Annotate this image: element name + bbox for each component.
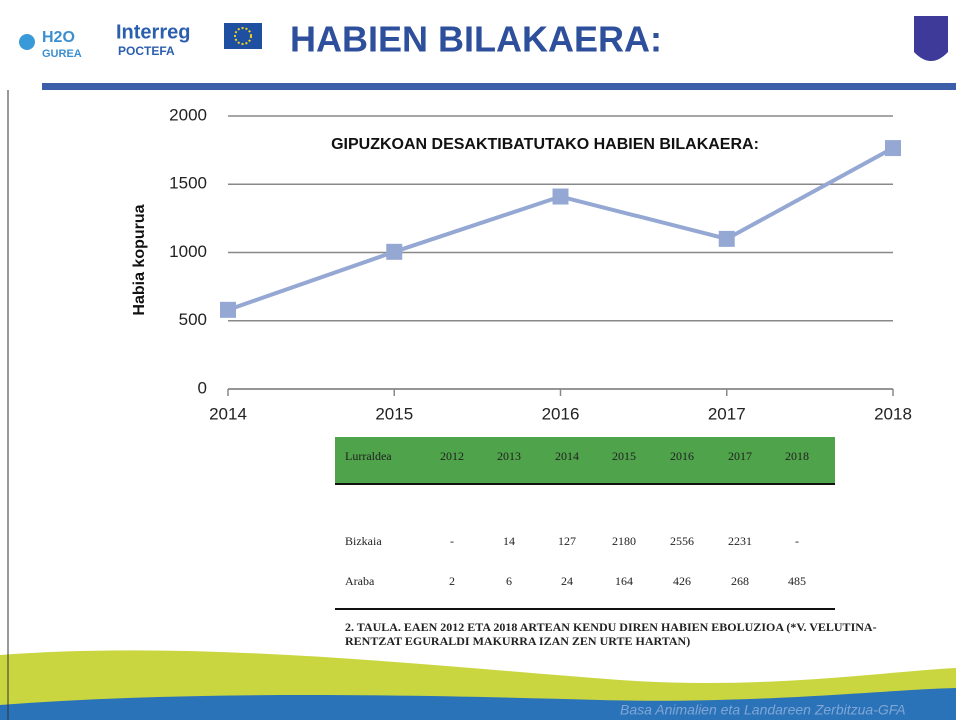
x-tick-label: 2015 [375, 404, 413, 423]
table-header-cell: 2012 [440, 449, 464, 463]
y-axis-label: Habia kopurua [131, 204, 148, 315]
logo-poctefa: POCTEFA [118, 44, 175, 58]
table-header-bg [335, 437, 835, 483]
x-tick-label: 2018 [874, 404, 912, 423]
table-cell: - [450, 534, 454, 548]
line-series [227, 146, 894, 312]
x-tick-label: 2017 [708, 404, 746, 423]
table-cell: Bizkaia [345, 534, 382, 548]
table-header-cell: 2016 [670, 449, 694, 463]
data-table: 2. TAULA. EAEN 2012 ETA 2018 ARTEAN KEND… [335, 437, 877, 648]
table-cell: 2180 [612, 534, 636, 548]
header-rule [42, 83, 956, 90]
table-caption: RENTZAT EGURALDI MAKURRA IZAN ZEN URTE H… [345, 634, 690, 648]
table-cell: 14 [503, 534, 515, 548]
table-header-cell: 2014 [555, 449, 579, 463]
slide-title: HABIEN BILAKAERA: [290, 19, 662, 60]
logo-gurea: GUREA [42, 48, 82, 60]
table-cell: 6 [506, 574, 512, 588]
logo-eu-flag [224, 23, 262, 49]
x-tick-label: 2016 [542, 404, 580, 423]
logo-h2o: H2O [42, 29, 75, 46]
footer-text: Basa Animalien eta Landareen Zerbitzua-G… [620, 702, 906, 718]
x-tick-label: 2014 [209, 404, 247, 423]
table-cell: 268 [731, 574, 749, 588]
footer-wave-blue [0, 688, 956, 720]
line-marker [386, 243, 403, 260]
table-cell: 426 [673, 574, 691, 588]
line-marker [552, 188, 569, 205]
table-cell: 164 [615, 574, 633, 588]
table-header-cell: 2018 [785, 449, 809, 463]
table-cell: 485 [788, 574, 806, 588]
logo-eu-stars [234, 27, 252, 45]
y-tick-label: 1000 [169, 242, 207, 261]
y-tick-label: 500 [179, 310, 207, 329]
table-header-cell: Lurraldea [345, 449, 392, 463]
y-tick-label: 1500 [169, 174, 207, 193]
table-header-cell: 2013 [497, 449, 521, 463]
logo-shield [914, 16, 948, 61]
y-tick-label: 0 [198, 378, 207, 397]
y-tick-label: 2000 [169, 105, 207, 124]
table-caption: 2. TAULA. EAEN 2012 ETA 2018 ARTEAN KEND… [345, 620, 877, 634]
table-cell: 2231 [728, 534, 752, 548]
table-cell: 2 [449, 574, 455, 588]
table-cell: 2556 [670, 534, 694, 548]
table-header-cell: 2015 [612, 449, 636, 463]
line-marker [220, 301, 236, 318]
table-cell: - [795, 534, 799, 548]
logo-interreg: Interreg [116, 21, 190, 43]
line-chart: Habia kopurua GIPUZKOAN DESAKTIBATUTAKO … [131, 105, 912, 423]
chart-title: GIPUZKOAN DESAKTIBATUTAKO HABIEN BILAKAE… [331, 136, 759, 153]
logo-drop [19, 34, 35, 50]
table-cell: Araba [345, 574, 375, 588]
line-marker [718, 230, 735, 247]
table-header-cell: 2017 [728, 449, 752, 463]
table-cell: 127 [558, 534, 576, 548]
table-cell: 24 [561, 574, 573, 588]
line-marker [885, 140, 901, 157]
